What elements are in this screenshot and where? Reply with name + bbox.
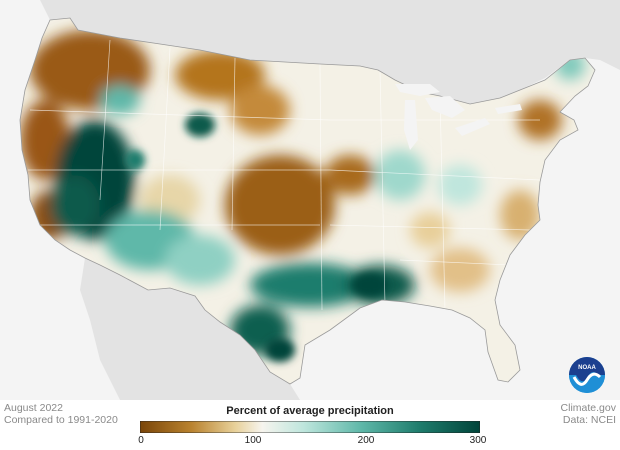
svg-text:NOAA: NOAA — [578, 365, 596, 371]
legend-tick-0: 0 — [138, 435, 144, 446]
legend-title: Percent of average precipitation — [226, 405, 394, 417]
precipitation-map — [19, 0, 620, 400]
legend-tick-300: 300 — [469, 435, 487, 446]
neighbor-land — [40, 0, 620, 400]
baseline-label: Compared to 1991-2020 — [4, 414, 118, 426]
great-lakes — [395, 84, 522, 150]
month-label: August 2022 — [4, 402, 63, 414]
legend-color-bar — [140, 421, 480, 433]
contiguous-us — [20, 18, 595, 384]
source-info: Climate.gov Data: NCEI — [561, 402, 616, 426]
source-label: Climate.gov — [560, 402, 616, 414]
noaa-logo-icon: NOAA — [569, 357, 605, 393]
us-outline — [19, 17, 596, 385]
date-info: August 2022 Compared to 1991-2020 — [4, 402, 118, 426]
legend-tick-100: 100 — [244, 435, 262, 446]
state-borders — [28, 39, 541, 311]
legend-tick-200: 200 — [357, 435, 375, 446]
data-source-label: Data: NCEI — [562, 414, 616, 426]
